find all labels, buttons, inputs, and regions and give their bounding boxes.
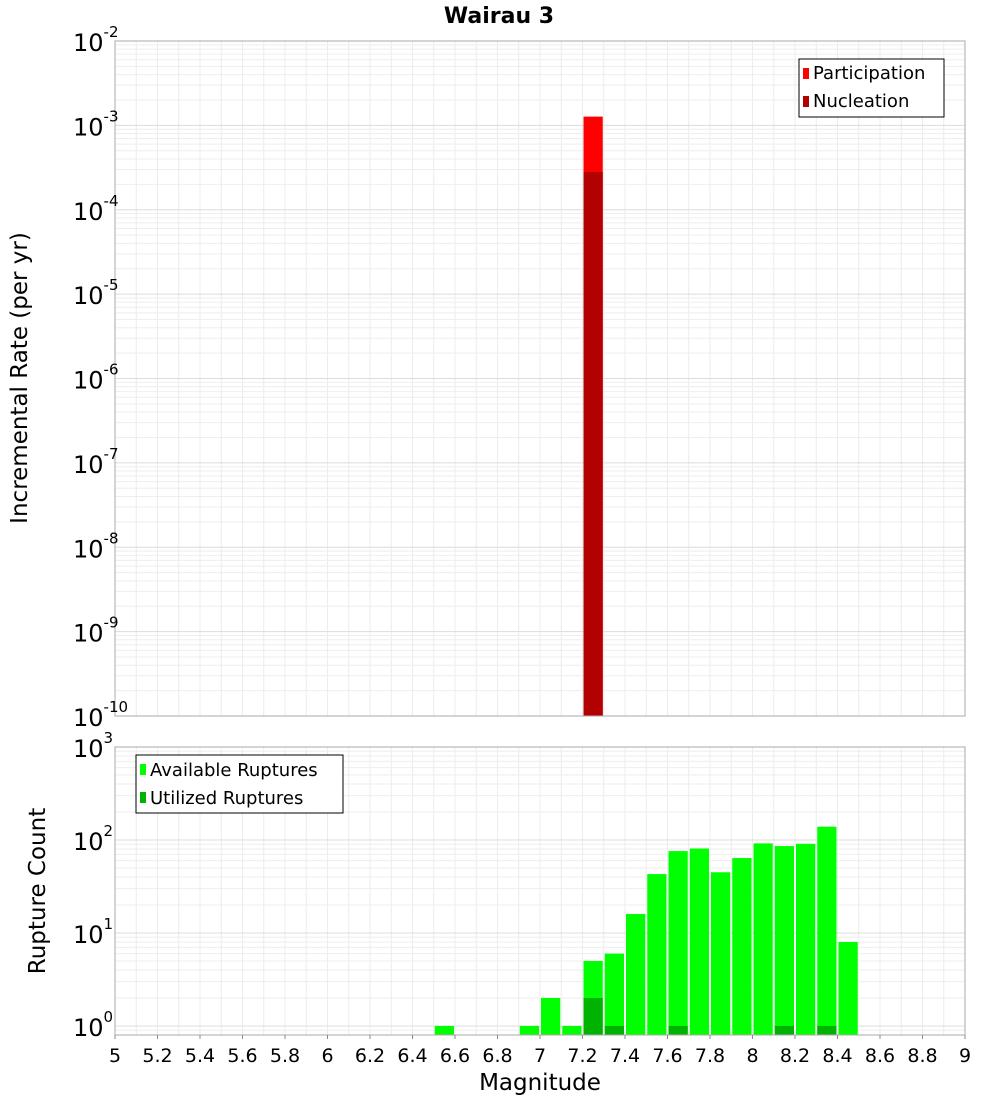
x-tick-label: 8 [746,1045,758,1067]
x-tick-label: 8.8 [907,1045,937,1067]
legend-swatch-utilized [140,792,146,803]
x-tick-label: 5.6 [227,1045,257,1067]
legend-swatch-participation [803,68,809,79]
top-y-tick-label: 10-6 [73,361,119,395]
top-legend-box [798,58,945,118]
nucleation-bar [583,172,603,716]
x-tick-label: 5.4 [185,1045,215,1067]
legend-label-utilized: Utilized Ruptures [150,788,303,809]
x-tick-label: 6.4 [397,1045,427,1067]
legend-swatch-nucleation [803,96,809,107]
top-y-tick-label: 10-10 [73,698,128,732]
bottom-y-tick-label: 100 [73,1008,113,1042]
top-y-tick-label: 10-4 [73,192,119,226]
x-tick-label: 7 [534,1045,546,1067]
top-y-tick-labels: 10-10 10-9 10-8 10-7 10-6 10-5 10-4 10-3 10-2 [73,23,128,732]
legend-label-participation: Participation [813,63,925,84]
available-ruptures-bar [711,872,731,1035]
bottom-y-tick-label: 103 [73,729,113,763]
x-tick-label: 5.8 [270,1045,300,1067]
available-ruptures-bar [519,1025,539,1035]
available-ruptures-bar [689,848,709,1035]
x-tick-label: 8.2 [780,1045,810,1067]
top-legend: Participation Nucleation [798,58,945,118]
available-ruptures-bar [434,1025,454,1035]
top-plot-bars [583,116,603,716]
top-plot-frame [114,40,966,717]
available-ruptures-bar [668,851,688,1035]
x-tick-label: 6.8 [482,1045,512,1067]
available-ruptures-bar [796,843,816,1035]
legend-label-available: Available Ruptures [150,760,318,781]
bottom-legend: Available Ruptures Utilized Ruptures [135,754,344,814]
top-y-tick-label: 10-3 [73,107,119,141]
available-ruptures-bar [626,914,646,1035]
top-y-tick-label: 10-9 [73,614,119,648]
x-tick-label: 7.8 [695,1045,725,1067]
utilized-ruptures-bar [817,1025,837,1035]
x-tick-label: 6 [321,1045,333,1067]
x-axis-label: Magnitude [479,1070,601,1096]
utilized-ruptures-bar [583,997,603,1035]
available-ruptures-bar [774,846,794,1035]
top-y-tick-label: 10-5 [73,276,119,310]
available-ruptures-bar [817,826,837,1035]
x-tick-label: 5 [109,1045,121,1067]
available-ruptures-bar [647,874,667,1035]
x-tick-label: 6.2 [355,1045,385,1067]
bottom-y-tick-labels: 100 101 102 103 [73,729,113,1042]
x-tick-label: 7.2 [567,1045,597,1067]
bottom-plot-bars [434,826,858,1035]
top-y-axis-label: Incremental Rate (per yr) [7,232,33,524]
utilized-ruptures-bar [604,1025,624,1035]
legend-swatch-available [140,764,146,775]
bottom-y-axis-label: Rupture Count [25,808,51,974]
x-tick-label: 8.4 [822,1045,852,1067]
x-tick-label: 6.6 [440,1045,470,1067]
chart-title: Wairau 3 [444,4,554,29]
x-tick-label: 8.6 [865,1045,895,1067]
top-y-tick-label: 10-8 [73,529,119,563]
x-tick-label: 7.6 [652,1045,682,1067]
utilized-ruptures-bar [668,1025,688,1035]
available-ruptures-bar [604,953,624,1035]
x-tick-label: 9 [959,1045,971,1067]
top-y-tick-label: 10-7 [73,445,119,479]
available-ruptures-bar [838,942,858,1035]
bottom-y-tick-label: 102 [73,822,113,856]
bottom-legend-box [135,754,344,814]
bottom-y-tick-label: 101 [73,915,113,949]
available-ruptures-bar [753,843,773,1035]
legend-label-nucleation: Nucleation [813,91,909,112]
available-ruptures-bar [732,858,752,1035]
x-tick-label: 5.2 [142,1045,172,1067]
available-ruptures-bar [562,1025,582,1035]
utilized-ruptures-bar [774,1025,794,1035]
x-tick-labels: 5 5.2 5.4 5.6 5.8 6 6.2 6.4 6.6 6.8 7 7.2 7.4 7.6 7.8 8… [109,1035,971,1067]
top-plot-grid [115,41,965,717]
x-tick-label: 7.4 [610,1045,640,1067]
top-y-tick-label: 10-2 [73,23,119,57]
available-ruptures-bar [541,997,561,1035]
